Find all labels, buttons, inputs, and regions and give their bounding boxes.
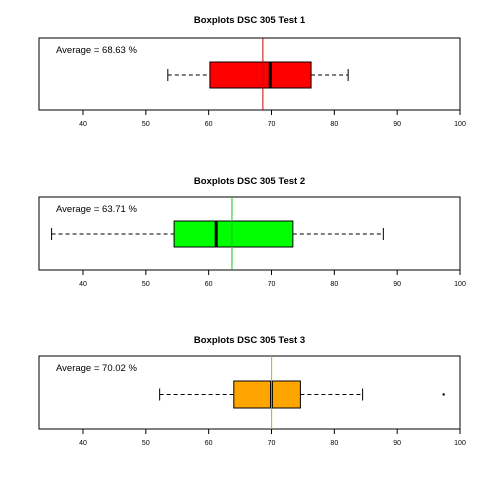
panel-3-x-tick-label: 50 [142,440,150,447]
panel-3-iqr-box [233,380,301,409]
panel-3-x-tick-label: 70 [268,440,276,447]
panel-3-x-tick-label: 100 [454,440,466,447]
panel-3-average-label: Average = 70.02 % [56,363,137,374]
panel-2-x-tick-label: 90 [393,281,401,288]
panel-3-outlier-point [442,393,445,396]
panel-1-plot-frame [38,37,461,111]
panel-3-x-tick-label: 40 [79,440,87,447]
panel-1-x-tick-label: 60 [205,121,213,128]
panel-1-x-tick-label: 70 [268,121,276,128]
panel-3-x-tick-label: 90 [393,440,401,447]
panel-2-iqr-box [173,220,294,248]
panel-3-title: Boxplots DSC 305 Test 3 [194,335,305,346]
panel-1-iqr-box [209,61,312,89]
panel-2-x-tick-label: 100 [454,281,466,288]
panel-1-x-tick-label: 40 [79,121,87,128]
panel-2-x-tick-label: 60 [205,281,213,288]
panel-2-average-label: Average = 63.71 % [56,204,137,215]
panel-1-x-tick-label: 90 [393,121,401,128]
panel-2-plot-frame [38,196,461,271]
panel-1-x-tick-label: 100 [454,121,466,128]
panel-1-average-label: Average = 68.63 % [56,45,137,56]
panel-3-plot-frame [38,355,461,430]
panel-3-x-tick-label: 60 [205,440,213,447]
panel-2-x-tick-label: 50 [142,281,150,288]
panel-1-x-tick-label: 50 [142,121,150,128]
panel-2-x-tick-label: 40 [79,281,87,288]
panel-3-x-tick-label: 80 [330,440,338,447]
panel-2-x-tick-label: 80 [330,281,338,288]
panel-1-x-tick-label: 80 [330,121,338,128]
panel-1-title: Boxplots DSC 305 Test 1 [194,15,306,26]
panel-2-x-tick-label: 70 [268,281,276,288]
panel-2-title: Boxplots DSC 305 Test 2 [194,176,305,187]
